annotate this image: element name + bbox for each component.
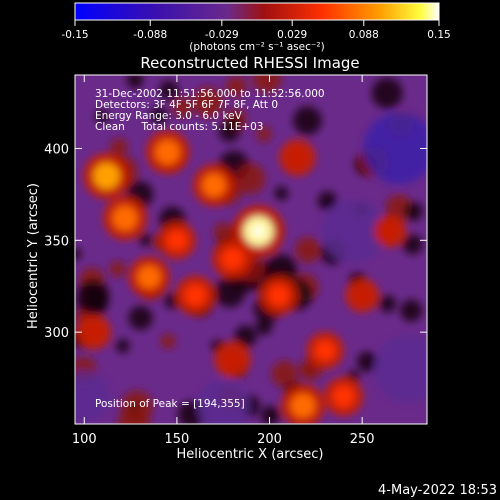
texture-blob [260,406,280,424]
texture-blob [213,223,232,241]
texture-blob [252,75,282,93]
texture-blob [77,285,109,317]
texture-blob [75,247,82,261]
annotation-energy-range: Energy Range: 3.0 - 6.0 keV [95,110,243,122]
texture-blob [160,334,176,349]
texture-blob [299,362,315,378]
hotspot [267,284,290,307]
texture-blob [214,277,245,308]
texture-blob [256,126,272,142]
coldspot [363,112,427,185]
texture-blob [226,115,241,130]
texture-blob [128,305,153,330]
texture-blob [226,76,247,97]
plot-frame [74,74,428,425]
coldspot [374,334,427,403]
hotspot [202,173,226,198]
texture-blob [402,234,423,255]
colorbar-tick-label: 0.15 [427,29,450,41]
y-tick-label: 350 [44,234,69,249]
texture-blob [117,407,150,424]
heatmap-plot: 100 150 200 250 300 350 400 [44,74,428,447]
x-tick-label: 150 [164,432,189,447]
heat-blobs [75,75,427,424]
coldspot [320,199,385,264]
hotspot [93,162,120,190]
axes: 100 150 200 250 300 350 400 [44,75,427,447]
hotspot [287,147,308,168]
texture-blob [150,107,168,124]
texture-blob [271,360,298,388]
texture-blob [109,261,126,277]
x-axis-label: Heliocentric X (arcsec) [177,447,324,462]
hotspot [221,247,244,271]
colorbar-tick-label: -0.088 [133,29,167,41]
hotspot [83,322,104,342]
texture-blob [95,109,109,124]
hotspot [353,286,372,305]
texture-blob [126,75,144,89]
peak-core [253,226,264,237]
texture-blob [115,338,130,353]
colorbar-gradient [74,2,440,21]
hotspot [222,349,243,370]
annotation-detectors: Detectors: 3F 4F 5F 6F 7F 8F, Att 0 [95,99,278,111]
colorbar-ticks: -0.15 -0.088 -0.029 0.029 0.088 0.15 [61,20,451,41]
texture-blob [400,299,423,322]
texture-blob [110,138,128,156]
y-tick-label: 400 [44,142,69,157]
colorbar: -0.15 -0.088 -0.029 0.029 0.088 0.15 (photons… [61,2,451,53]
annotation-time-range: 31-Dec-2002 11:51:56.000 to 11:52:56.000 [95,88,325,100]
x-tick-label: 250 [350,432,375,447]
peak-position-label: Position of Peak = [194,355] [95,398,245,410]
colorbar-tick-label: -0.15 [61,29,88,41]
hotspot [137,265,161,289]
texture-blob [159,80,179,100]
hotspot [314,340,336,361]
annotation-block: 31-Dec-2002 11:51:56.000 to 11:52:56.000… [95,88,325,410]
coldspot [75,370,111,423]
annotation-clean-counts: Clean Total counts: 5.11E+03 [95,121,264,133]
texture-blob [192,86,224,118]
texture-blob [293,106,322,135]
texture-blob [139,233,152,247]
colorbar-unit-label: (photons cm⁻² s⁻¹ asec⁻²) [189,41,324,53]
colorbar-tick-label: 0.029 [277,29,307,41]
colorbar-tick-label: -0.029 [205,29,239,41]
y-tick-label: 300 [44,326,69,341]
hotspot [112,205,138,231]
texture-blob [172,97,193,118]
texture-blob [274,186,289,201]
hotspot [381,222,399,240]
chart-title: Reconstructed RHESSI Image [140,54,359,72]
texture-blob [357,351,378,372]
texture-blob [317,191,337,211]
texture-blob [234,325,257,348]
texture-blob [379,295,397,313]
hotspot [155,139,180,165]
colorbar-tick-label: 0.088 [349,29,379,41]
hotspot [290,393,316,418]
texture-blob [371,77,403,109]
x-tick-label: 200 [257,432,282,447]
texture-blob [235,163,266,194]
hotspot [332,385,355,408]
hotspot [184,284,207,307]
texture-blob [404,202,423,221]
hotspot [166,229,188,251]
x-tick-label: 100 [72,432,97,447]
date-stamp: 4-May-2022 18:53 [378,483,497,498]
texture-blob [255,318,273,335]
y-axis-label: Heliocentric Y (arcsec) [26,183,41,329]
coldspot [197,379,250,424]
texture-blob [295,237,321,263]
heatmap-layer [75,75,427,424]
